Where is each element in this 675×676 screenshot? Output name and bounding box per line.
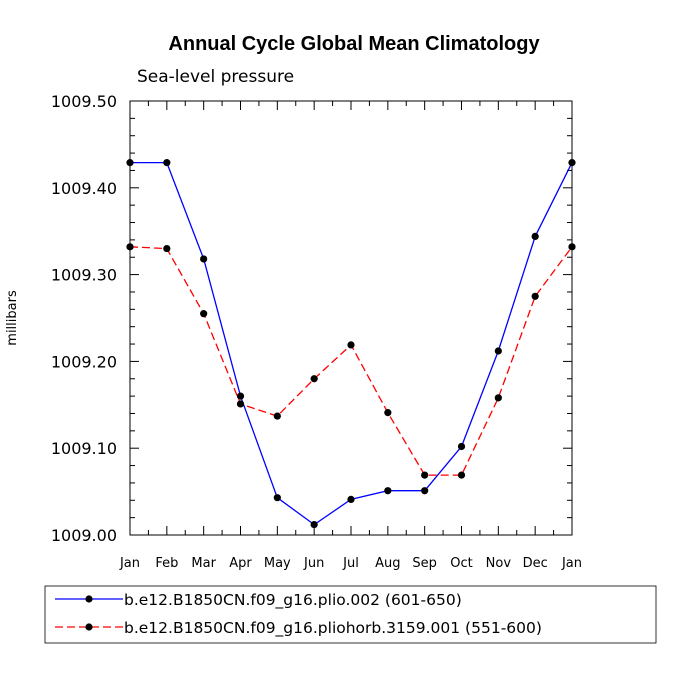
data-point <box>568 243 576 251</box>
x-tick-label: Sep <box>412 556 437 571</box>
data-point <box>236 400 245 408</box>
data-point <box>163 159 171 167</box>
data-point <box>494 347 502 355</box>
data-point <box>126 159 134 167</box>
data-point <box>347 495 355 504</box>
x-tick-label: Dec <box>523 556 548 571</box>
data-point <box>310 375 318 383</box>
y-axis-label: millibars <box>5 290 20 346</box>
legend-label: b.e12.B1850CN.f09_g16.plio.002 (601-650) <box>124 591 462 610</box>
x-tick-label: Oct <box>450 556 472 571</box>
y-tick-label: 1009.50 <box>51 92 117 111</box>
y-tick-label: 1009.20 <box>51 352 117 371</box>
data-point <box>200 255 208 263</box>
plot-frame <box>129 100 573 536</box>
data-point <box>126 243 134 251</box>
data-point <box>457 442 466 451</box>
y-tick-label: 1009.00 <box>51 526 117 545</box>
data-point <box>494 394 502 402</box>
data-point <box>531 232 539 241</box>
data-point <box>236 392 245 400</box>
x-tick-label: Jan <box>119 556 140 571</box>
chart-title: Annual Cycle Global Mean Climatology <box>168 33 540 55</box>
x-tick-label: Aug <box>375 556 400 571</box>
x-tick-label: Feb <box>155 556 178 571</box>
data-point <box>310 520 318 529</box>
data-point <box>568 159 576 167</box>
x-tick-label: Jun <box>303 556 324 571</box>
data-point <box>457 471 466 479</box>
data-point <box>273 412 281 420</box>
x-tick-label: May <box>264 556 291 571</box>
x-tick-label: Mar <box>191 556 216 571</box>
data-point <box>384 409 392 417</box>
data-point <box>347 341 355 349</box>
chart-subtitle: Sea-level pressure <box>137 67 294 87</box>
x-tick-label: Apr <box>229 556 252 571</box>
y-tick-label: 1009.30 <box>51 266 117 285</box>
x-tick-label: Jan <box>561 556 582 571</box>
x-tick-label: Jul <box>342 556 359 571</box>
data-point <box>163 244 171 253</box>
data-point <box>421 487 429 495</box>
data-point <box>384 487 392 495</box>
legend-label: b.e12.B1850CN.f09_g16.pliohorb.3159.001 … <box>124 619 542 638</box>
data-point <box>273 494 281 502</box>
series-line <box>129 246 573 476</box>
legend-marker <box>85 623 93 631</box>
y-tick-label: 1009.40 <box>51 179 117 198</box>
data-point <box>200 310 208 318</box>
data-point <box>421 471 429 479</box>
x-tick-label: Nov <box>486 556 512 571</box>
y-tick-label: 1009.10 <box>51 439 117 458</box>
data-point <box>531 292 539 300</box>
legend-box <box>44 585 657 644</box>
legend-marker <box>85 595 93 603</box>
